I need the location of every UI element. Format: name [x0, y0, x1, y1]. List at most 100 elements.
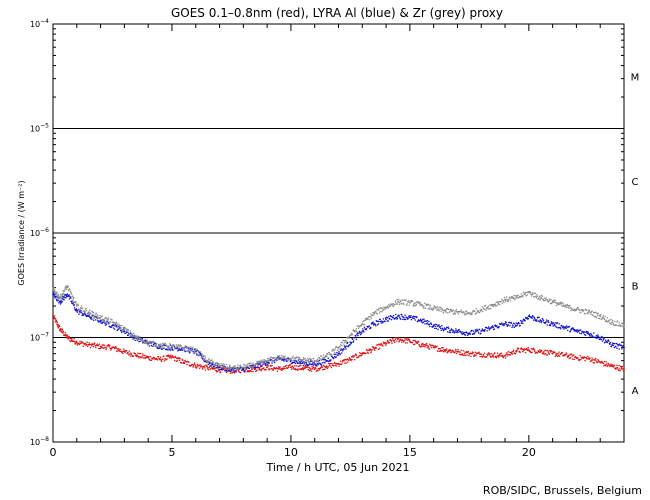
- trace-dot: [501, 298, 503, 300]
- trace-dot: [540, 321, 543, 324]
- trace-dot: [463, 311, 465, 314]
- trace-dot: [161, 346, 163, 349]
- trace-dot: [260, 359, 262, 361]
- trace-dot: [617, 344, 620, 346]
- trace-dot: [585, 309, 588, 312]
- data-point: [599, 336, 602, 339]
- trace-dot: [297, 361, 299, 364]
- trace-dot: [589, 335, 591, 337]
- trace-dot: [432, 309, 434, 311]
- trace-dot: [86, 341, 88, 343]
- trace-dot: [555, 326, 558, 328]
- trace-dot: [277, 358, 280, 361]
- trace-dot: [138, 356, 140, 359]
- trace-dot: [587, 313, 589, 315]
- trace-dot: [228, 366, 231, 369]
- trace-dot: [449, 349, 452, 352]
- trace-dot: [167, 349, 169, 351]
- trace-dot: [134, 339, 136, 342]
- trace-dot: [416, 342, 419, 345]
- trace-dot: [97, 344, 100, 346]
- trace-dot: [132, 355, 135, 357]
- trace-dot: [117, 325, 119, 328]
- trace-dot: [363, 323, 366, 326]
- trace-dot: [292, 359, 295, 362]
- trace-dot: [77, 304, 80, 307]
- trace-dot: [163, 355, 165, 357]
- y-tick-label: 10−5: [30, 123, 49, 134]
- trace-dot: [455, 310, 457, 312]
- trace-dot: [428, 347, 430, 349]
- trace-dot: [117, 348, 120, 350]
- trace-dot: [64, 332, 67, 334]
- trace-dot: [469, 312, 472, 314]
- trace-dot: [565, 306, 567, 309]
- trace-dot: [590, 313, 592, 316]
- trace-dot: [583, 309, 585, 311]
- trace-dot: [58, 302, 60, 304]
- trace-dot: [229, 370, 232, 373]
- trace-dot: [428, 323, 431, 326]
- trace-dot: [550, 350, 553, 352]
- trace-dot: [191, 349, 193, 352]
- trace-dot: [525, 347, 528, 350]
- data-point: [575, 330, 578, 333]
- trace-dot: [153, 345, 156, 347]
- trace-dot: [483, 352, 486, 355]
- data-point: [373, 312, 376, 315]
- trace-dot: [370, 351, 372, 354]
- data-point: [66, 336, 69, 339]
- trace-dot: [311, 363, 314, 365]
- trace-dot: [606, 317, 608, 319]
- trace-dot: [298, 362, 300, 365]
- trace-dot: [415, 305, 417, 307]
- trace-dot: [423, 345, 425, 347]
- trace-dot: [269, 358, 271, 360]
- trace-dot: [124, 331, 127, 334]
- trace-dot: [238, 370, 240, 373]
- trace-dot: [549, 302, 552, 305]
- trace-dot: [397, 298, 400, 301]
- trace-dot: [356, 333, 358, 336]
- data-point: [623, 324, 625, 327]
- trace-dot: [363, 326, 366, 328]
- flare-class-label: A: [632, 386, 639, 397]
- trace-dot: [522, 291, 525, 294]
- trace-dot: [605, 363, 608, 365]
- trace-dot: [452, 330, 455, 333]
- trace-dot: [505, 321, 507, 324]
- trace-dot: [90, 313, 92, 315]
- trace-dot: [595, 334, 598, 337]
- trace-dot: [386, 320, 388, 322]
- trace-dot: [260, 365, 263, 368]
- trace-dot: [446, 331, 449, 333]
- trace-dot: [508, 354, 511, 356]
- data-point: [349, 358, 352, 361]
- trace-dot: [567, 355, 570, 358]
- trace-dot: [570, 353, 573, 355]
- trace-dot: [416, 316, 418, 318]
- trace-dot: [302, 364, 305, 367]
- trace-dot: [131, 335, 133, 337]
- trace-dot: [568, 307, 570, 309]
- trace-dot: [91, 318, 93, 320]
- trace-dot: [479, 355, 481, 358]
- data-point: [159, 344, 161, 347]
- trace-dot: [105, 322, 107, 324]
- trace-dot: [206, 361, 208, 364]
- trace-dot: [481, 309, 483, 311]
- trace-dot: [394, 338, 397, 341]
- trace-dot: [271, 356, 274, 359]
- trace-dot: [378, 307, 380, 310]
- trace-dot: [238, 366, 241, 369]
- trace-dot: [173, 356, 175, 359]
- trace-dot: [536, 295, 539, 297]
- trace-dot: [561, 351, 564, 354]
- trace-dot: [58, 295, 60, 297]
- trace-dot: [483, 355, 485, 357]
- trace-dot: [439, 308, 441, 311]
- trace-dot: [426, 346, 428, 349]
- trace-dot: [279, 356, 282, 359]
- trace-dot: [386, 305, 389, 307]
- trace-dot: [421, 304, 424, 306]
